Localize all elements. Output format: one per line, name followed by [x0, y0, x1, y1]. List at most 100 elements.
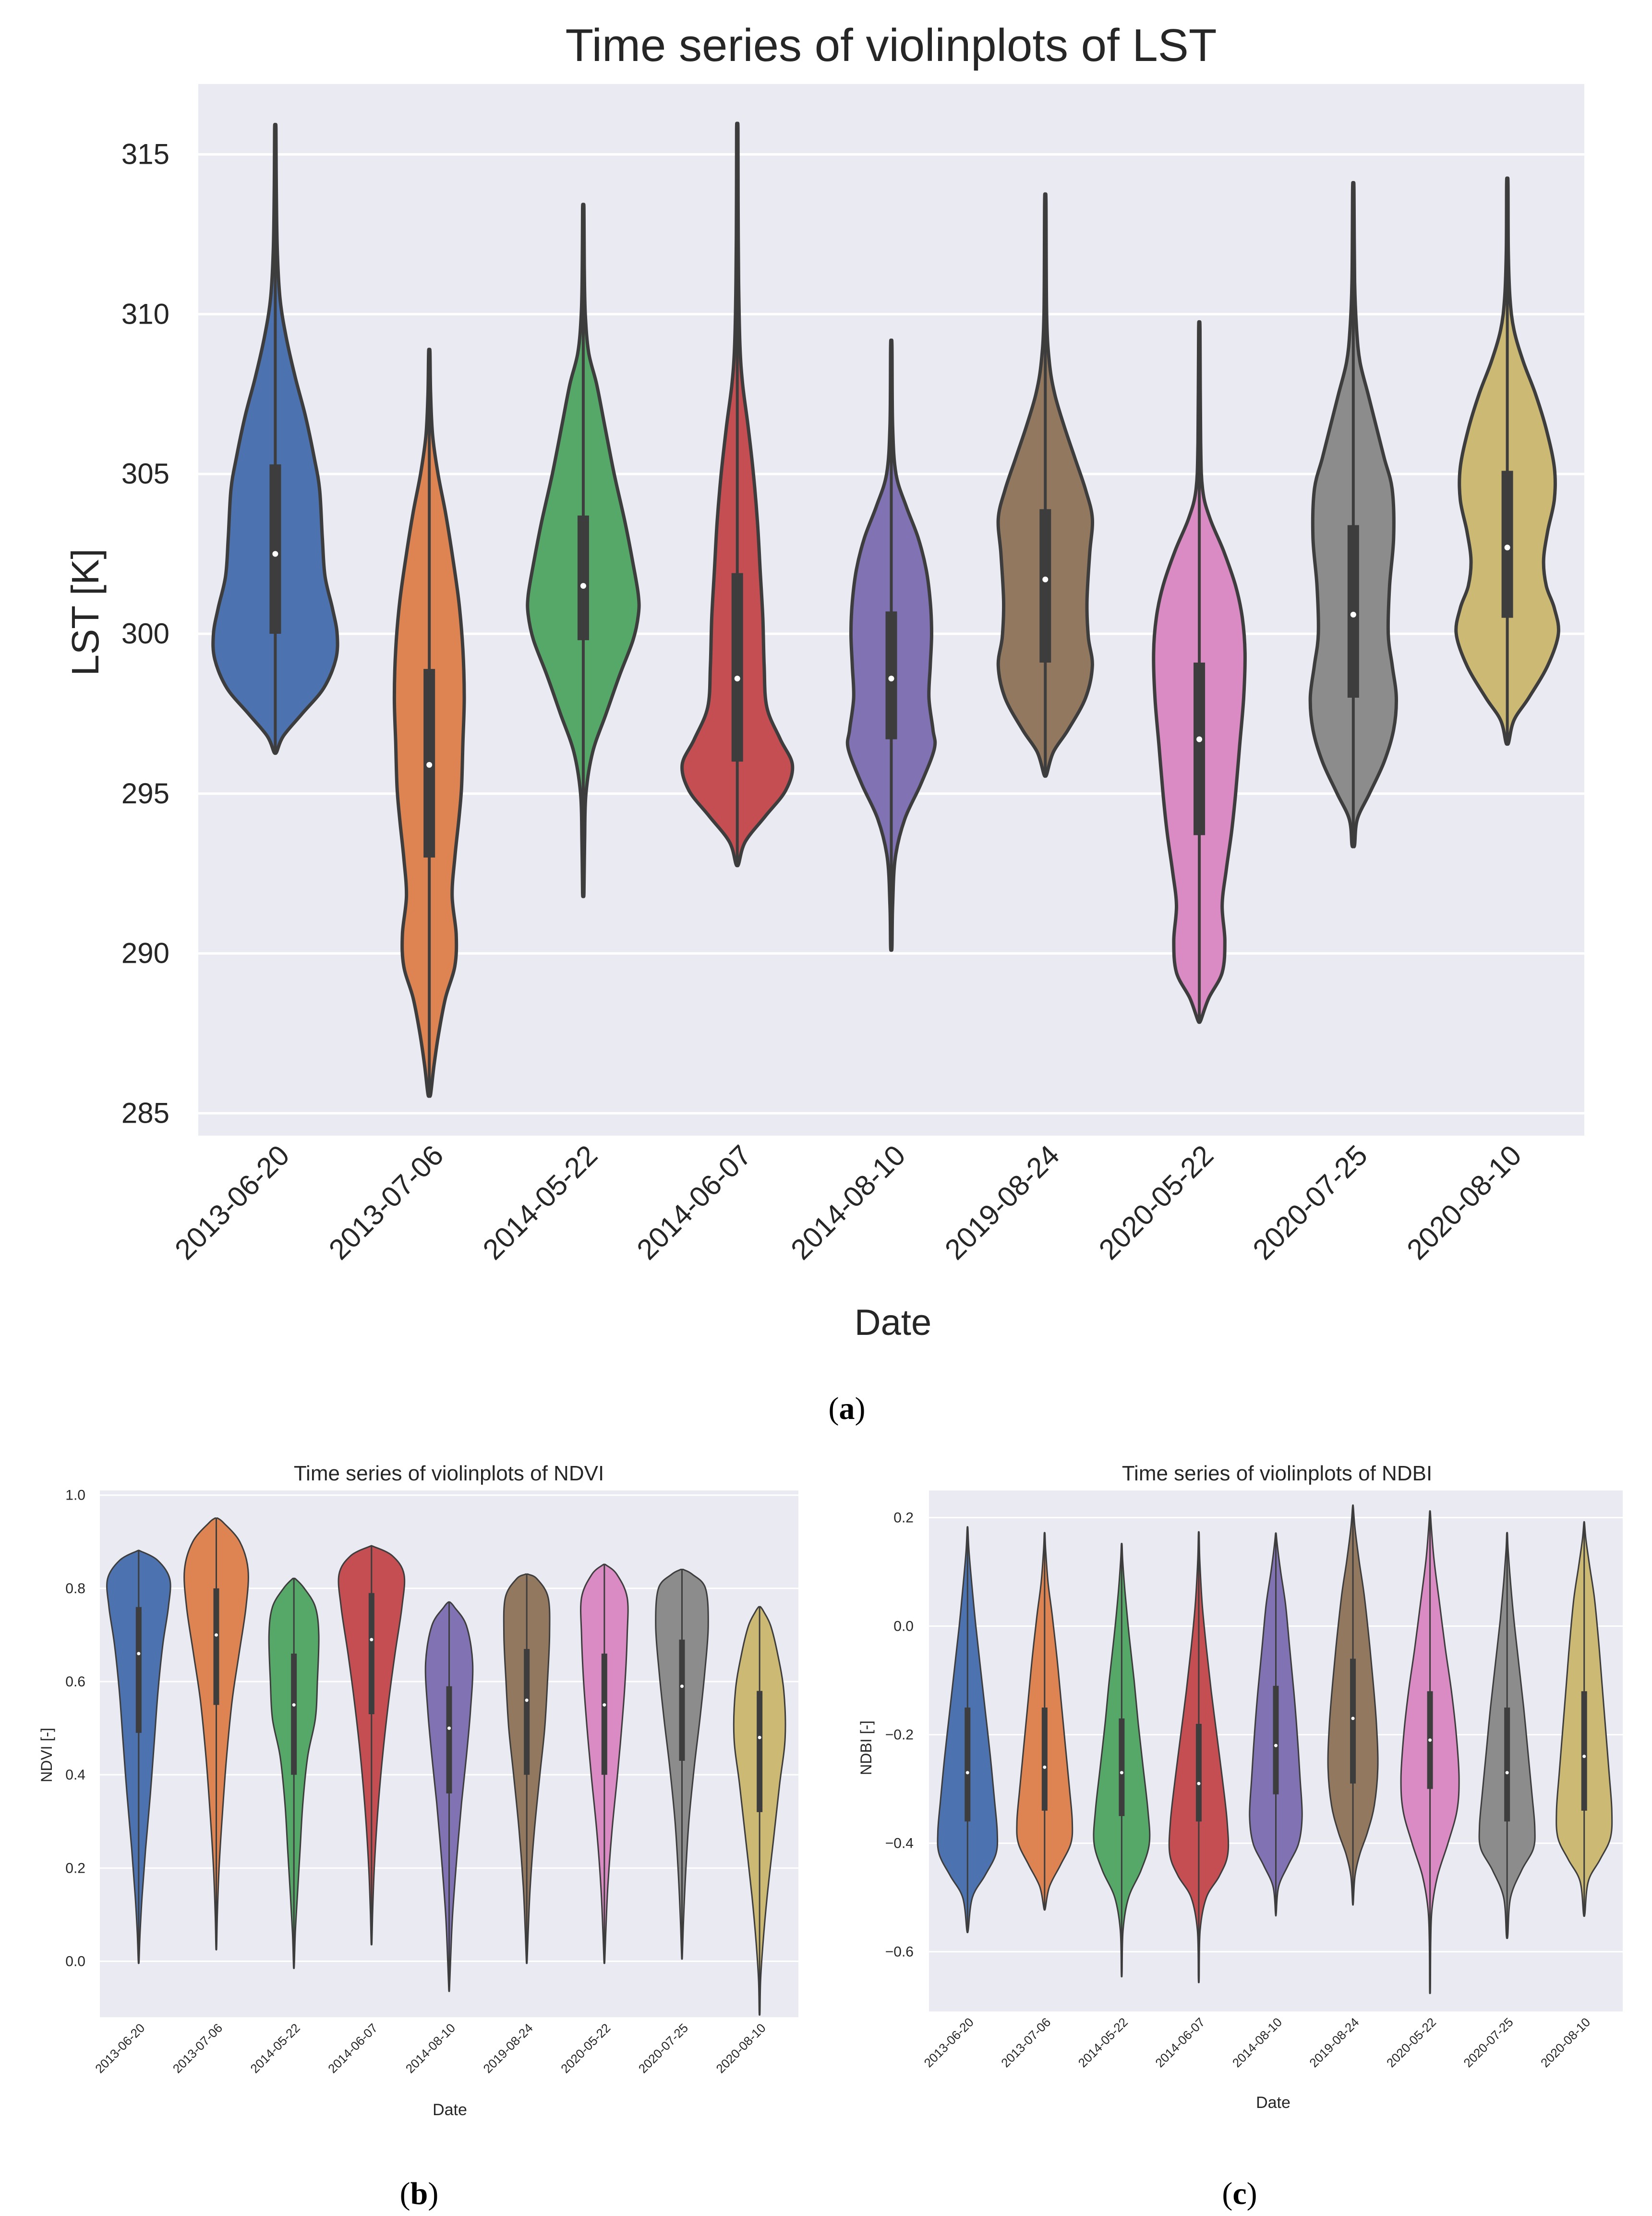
- panel-b-xlabel: Date: [433, 2101, 467, 2119]
- panel-b-title: Time series of violinplots of NDVI: [294, 1462, 604, 1485]
- y-tick-label: −0.2: [885, 1727, 914, 1743]
- violin-median: [1505, 1771, 1509, 1775]
- violin-median: [1196, 736, 1203, 742]
- violin-median: [292, 1703, 296, 1707]
- violin-median: [680, 1684, 684, 1688]
- panel-c-xlabel: Date: [1256, 2094, 1290, 2112]
- panel-a-ylabel: LST [K]: [64, 548, 107, 676]
- panel-c-xticks: 2013-06-20 2013-07-06 2014-05-22 2014-06-07…: [921, 2015, 1593, 2070]
- violin-median: [888, 676, 894, 682]
- y-tick-label: 0.4: [65, 1767, 85, 1783]
- panel-b-yticks: 0.0 0.2 0.4 0.6 0.8 1.0: [65, 1488, 85, 1970]
- y-tick-label: 295: [121, 777, 169, 810]
- x-tick-label: 2020-08-10: [713, 2021, 768, 2076]
- y-tick-label: 310: [121, 298, 169, 330]
- violin-median: [1042, 576, 1049, 582]
- violin-median: [525, 1698, 529, 1702]
- x-tick-label: 2014-06-07: [325, 2021, 380, 2076]
- x-tick-label: 2020-07-25: [1247, 1139, 1374, 1266]
- panel-a-caption: (a): [829, 1391, 866, 1426]
- violin-median: [1350, 611, 1356, 618]
- panel-a-xticks: 2013-06-20 2013-07-06 2014-05-22 2014-06-07…: [169, 1139, 1528, 1266]
- y-tick-label: 0.2: [65, 1860, 85, 1876]
- x-tick-label: 2014-05-22: [477, 1139, 603, 1266]
- x-tick-label: 2014-08-10: [403, 2021, 458, 2076]
- panel-b: 0.00.20.40.60.81.0 2013-06-20 2013-07-06 2…: [38, 1462, 798, 2211]
- x-tick-label: 2014-06-07: [631, 1139, 758, 1266]
- y-tick-label: 0.0: [65, 1954, 85, 1970]
- x-tick-label: 2014-08-10: [784, 1139, 911, 1266]
- y-tick-label: 0.0: [893, 1619, 914, 1635]
- x-tick-label: 2014-08-10: [1230, 2015, 1285, 2070]
- violin-median: [272, 551, 278, 557]
- violin-median: [1197, 1781, 1201, 1785]
- panel-c-caption: (c): [1222, 2176, 1257, 2211]
- y-tick-label: 300: [121, 618, 169, 650]
- y-tick-label: 0.8: [65, 1581, 85, 1597]
- panel-b-caption-letter: b: [410, 2176, 428, 2211]
- x-tick-label: 2019-08-24: [480, 2021, 535, 2076]
- panel-c: −0.6−0.4−0.20.00.2 2013-06-20 2013-07-06 2…: [857, 1462, 1623, 2211]
- x-tick-label: 2013-07-06: [323, 1139, 449, 1266]
- y-tick-label: 1.0: [65, 1488, 85, 1503]
- violin-median: [215, 1633, 218, 1637]
- panel-a-yticks: 285 290 295 300 305 310 315: [121, 138, 169, 1129]
- panel-b-xticks: 2013-06-20 2013-07-06 2014-05-22 2014-06-07…: [92, 2021, 769, 2076]
- panel-c-title: Time series of violinplots of NDBI: [1122, 1462, 1432, 1485]
- violin-median: [370, 1638, 374, 1642]
- panel-a-xlabel: Date: [855, 1302, 932, 1343]
- y-tick-label: 305: [121, 458, 169, 490]
- panel-a-caption-letter: a: [839, 1391, 855, 1426]
- y-tick-label: 315: [121, 138, 169, 170]
- panel-c-yticks: −0.6 −0.4 −0.2 0.0 0.2: [885, 1510, 914, 1960]
- violin-median: [1351, 1717, 1355, 1720]
- panel-b-ylabel: NDVI [-]: [38, 1728, 55, 1782]
- violin-median: [137, 1652, 141, 1656]
- panel-c-violins: [937, 1504, 1613, 1994]
- x-tick-label: 2020-05-22: [558, 2021, 613, 2076]
- y-tick-label: −0.4: [885, 1836, 914, 1852]
- violin-median: [1120, 1771, 1123, 1775]
- panel-b-violins: [106, 1517, 786, 2016]
- x-tick-label: 2020-05-22: [1093, 1139, 1219, 1266]
- violin-median: [734, 676, 740, 682]
- x-tick-label: 2020-05-22: [1384, 2015, 1439, 2070]
- panel-a: 285 290 295 300 305 310 315 2013-06-20 2013-07-…: [64, 20, 1584, 1426]
- x-tick-label: 2013-07-06: [998, 2015, 1053, 2070]
- x-tick-label: 2020-08-10: [1400, 1139, 1527, 1266]
- violin-median: [1274, 1744, 1278, 1747]
- violin-median: [603, 1703, 606, 1707]
- violin-median: [758, 1736, 761, 1740]
- y-tick-label: 290: [121, 937, 169, 969]
- x-tick-label: 2013-06-20: [169, 1139, 295, 1266]
- violin-median: [1043, 1765, 1047, 1769]
- violin-median: [580, 583, 586, 589]
- x-tick-label: 2013-06-20: [921, 2015, 977, 2070]
- violin-median: [1428, 1738, 1432, 1742]
- panel-c-ylabel: NDBI [-]: [857, 1720, 875, 1775]
- violin-median: [447, 1726, 451, 1730]
- panel-a-title: Time series of violinplots of LST: [566, 20, 1217, 71]
- violin-median: [965, 1771, 969, 1775]
- x-tick-label: 2019-08-24: [1306, 2015, 1362, 2070]
- x-tick-label: 2014-05-22: [247, 2021, 302, 2076]
- y-tick-label: 0.2: [893, 1510, 914, 1526]
- x-tick-label: 2019-08-24: [939, 1139, 1065, 1266]
- x-tick-label: 2020-07-25: [1460, 2015, 1516, 2070]
- violin-median: [1582, 1755, 1586, 1758]
- x-tick-label: 2014-05-22: [1075, 2015, 1131, 2070]
- x-tick-label: 2020-07-25: [636, 2021, 691, 2076]
- violin-median: [426, 762, 433, 768]
- y-tick-label: 0.6: [65, 1674, 85, 1690]
- x-tick-label: 2013-06-20: [92, 2021, 147, 2076]
- x-tick-label: 2020-08-10: [1538, 2015, 1593, 2070]
- x-tick-label: 2014-06-07: [1152, 2015, 1207, 2070]
- x-tick-label: 2013-07-06: [170, 2021, 225, 2076]
- y-tick-label: 285: [121, 1097, 169, 1129]
- y-tick-label: −0.6: [885, 1944, 914, 1960]
- panel-c-caption-letter: c: [1232, 2176, 1246, 2211]
- panel-b-caption: (b): [400, 2176, 439, 2211]
- panel-a-violins: [211, 121, 1560, 1098]
- violin-median: [1504, 545, 1510, 551]
